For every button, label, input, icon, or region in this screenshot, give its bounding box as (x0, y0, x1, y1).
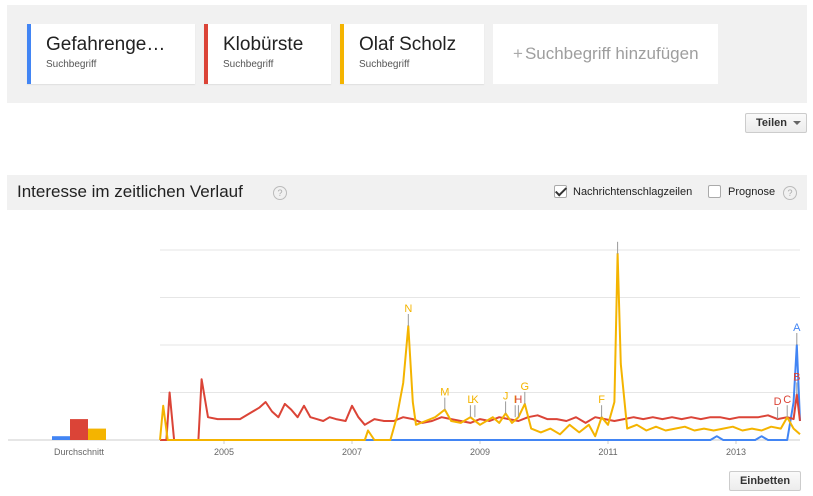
forecast-checkbox[interactable] (708, 185, 721, 198)
section-title: Interesse im zeitlichen Verlauf (17, 182, 243, 201)
share-label: Teilen (756, 117, 787, 129)
x-tick-label: 2005 (214, 447, 234, 457)
term-type: Suchbegriff (46, 59, 97, 70)
forecast-help-icon[interactable]: ? (783, 186, 797, 200)
term-type: Suchbegriff (223, 59, 274, 70)
embed-button[interactable]: Einbetten (729, 471, 801, 491)
interest-over-time-header: Interesse im zeitlichen Verlauf ? Nachri… (7, 175, 807, 210)
search-terms-bar: Gefahrenge… Suchbegriff Klobürste Suchbe… (7, 5, 807, 103)
series-line (160, 344, 801, 441)
series-line (159, 252, 801, 441)
annotation-label: B (793, 371, 800, 383)
annotation-label: M (440, 387, 449, 399)
x-tick-label: 2007 (342, 447, 362, 457)
annotation-label: D (774, 396, 782, 408)
add-term-label: Suchbegriff hinzufügen (524, 44, 699, 63)
add-term-button[interactable]: + Suchbegriff hinzufügen (493, 24, 718, 84)
help-icon[interactable]: ? (273, 186, 287, 200)
x-tick-label: 2013 (726, 447, 746, 457)
headlines-checkbox[interactable] (554, 185, 567, 198)
term-card-1[interactable]: Gefahrenge… Suchbegriff (27, 24, 195, 84)
series-line (160, 378, 801, 441)
term-name: Gefahrenge… (46, 34, 166, 55)
annotation-label: N (404, 303, 412, 315)
forecast-label: Prognose (728, 186, 776, 198)
annotation-label: K (471, 394, 479, 406)
annotation-label: E (614, 240, 621, 243)
headlines-label: Nachrichtenschlagzeilen (573, 186, 693, 198)
annotation-label: C (783, 394, 791, 406)
plus-icon: + (513, 44, 523, 63)
annotation-label: F (598, 394, 605, 406)
share-button[interactable]: Teilen (745, 113, 807, 133)
annotation-label: H (514, 394, 522, 406)
term-name: Klobürste (223, 34, 304, 55)
chevron-down-icon (792, 121, 801, 126)
term-card-2[interactable]: Klobürste Suchbegriff (204, 24, 331, 84)
annotation-label: I (514, 394, 517, 406)
term-name: Olaf Scholz (359, 34, 457, 55)
x-tick-label: 2009 (470, 447, 490, 457)
term-type: Suchbegriff (359, 59, 410, 70)
average-label: Durchschnitt (54, 447, 105, 457)
average-bar (88, 428, 106, 440)
average-bar (70, 419, 88, 440)
annotation-label: A (793, 322, 801, 334)
annotation-label: J (503, 390, 509, 402)
annotation-label: L (467, 394, 473, 406)
interest-chart: 2005 2007 2009 2011 2013 Durchschnitt N M LK J IHG… (8, 240, 801, 457)
annotation-label: G (521, 381, 530, 393)
x-tick-label: 2011 (598, 447, 617, 457)
term-card-3[interactable]: Olaf Scholz Suchbegriff (340, 24, 484, 84)
average-bar (52, 436, 70, 440)
